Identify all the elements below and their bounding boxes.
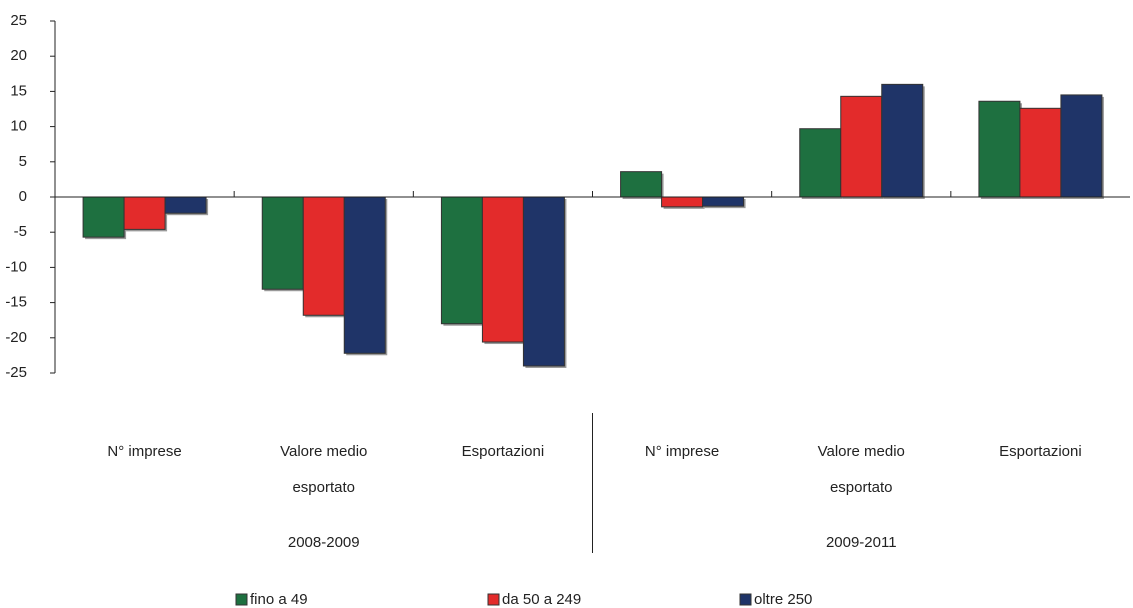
legend-label: da 50 a 249: [502, 591, 581, 608]
legend-label: oltre 250: [754, 591, 812, 608]
y-tick-label: 0: [19, 188, 27, 205]
bar: [522, 196, 565, 367]
y-tick-label: 10: [10, 118, 27, 135]
group-label: 2009-2011: [825, 534, 897, 551]
bar: [661, 196, 704, 208]
y-tick-label: -25: [5, 364, 27, 381]
x-tick-label: Esportazioni: [461, 443, 545, 460]
x-tick-label: Valore medio esportato: [280, 443, 368, 496]
x-tick-label: N° imprese: [644, 443, 720, 460]
bar: [978, 100, 1021, 198]
bar: [481, 196, 524, 343]
bar: [343, 196, 386, 354]
bar: [620, 171, 663, 198]
bar: [302, 196, 345, 316]
x-tick-label: Valore medio esportato: [817, 443, 905, 496]
y-tick-label: 25: [10, 12, 27, 29]
bar: [82, 196, 125, 238]
y-tick-label: -20: [5, 329, 27, 346]
bar: [1019, 107, 1062, 198]
y-tick-label: -15: [5, 294, 27, 311]
x-tick-label: N° imprese: [107, 443, 182, 460]
bar: [702, 196, 745, 207]
legend-label: fino a 49: [250, 591, 308, 608]
bar: [1060, 94, 1103, 198]
x-tick-label: Esportazioni: [999, 443, 1082, 460]
y-tick-label: 5: [19, 153, 27, 170]
legend-swatch: [235, 593, 248, 606]
bar: [881, 83, 924, 198]
bar: [799, 128, 842, 198]
y-tick-label: 15: [10, 82, 27, 99]
legend-swatch: [739, 593, 752, 606]
y-tick-label: 20: [10, 47, 27, 64]
bar: [123, 196, 166, 230]
legend-swatch: [487, 593, 500, 606]
y-tick-label: -5: [14, 223, 27, 240]
bar: [440, 196, 483, 325]
bar: [164, 196, 207, 214]
bar: [840, 95, 883, 198]
group-label: 2008-2009: [287, 534, 360, 551]
bar: [261, 196, 304, 290]
y-tick-label: -10: [5, 258, 27, 275]
